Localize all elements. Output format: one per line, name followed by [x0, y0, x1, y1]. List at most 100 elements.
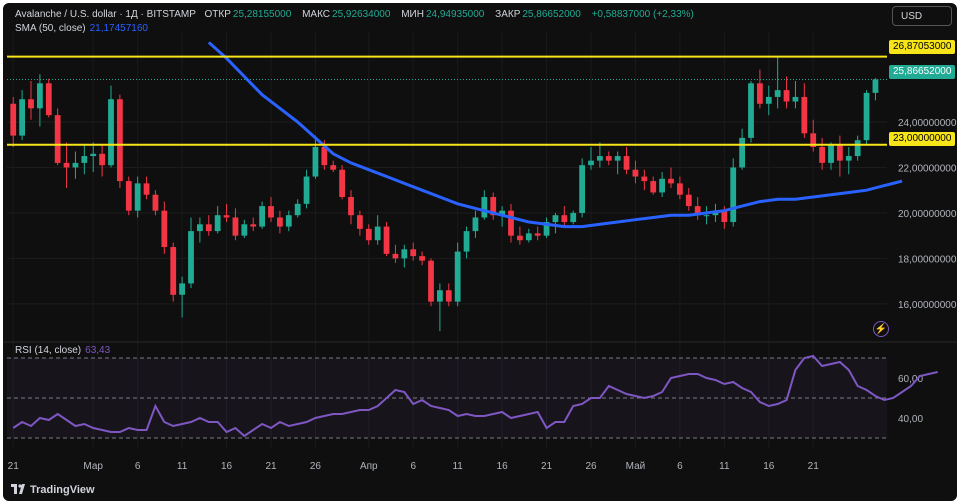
currency-button[interactable]: USD: [892, 6, 952, 26]
time-axis-tick: 11: [452, 461, 463, 472]
candle-up: [259, 206, 265, 227]
rsi-axis-tick: 60,00: [898, 374, 923, 385]
candle-down: [321, 146, 328, 166]
candle-up: [614, 156, 621, 161]
candle-down: [694, 206, 701, 216]
candle-down: [250, 224, 257, 227]
time-axis-tick: 11: [719, 461, 730, 472]
candle-up: [241, 224, 248, 236]
time-axis-tick: Апр: [360, 461, 378, 472]
candle-up: [134, 183, 141, 211]
candle-up: [401, 249, 408, 259]
candle-up: [312, 146, 319, 177]
tradingview-mark-icon: [11, 484, 25, 494]
candle-down: [605, 156, 612, 161]
candle-down: [143, 183, 150, 195]
candle-down: [508, 210, 514, 236]
high-label: МАКС: [302, 9, 331, 20]
sma-legend[interactable]: SMA (50, close) 21,17457160: [15, 23, 148, 34]
low-label: МИН: [401, 9, 424, 20]
rsi-legend[interactable]: RSI (14, close) 63,43: [15, 345, 110, 356]
candle-down: [641, 176, 648, 182]
candle-up: [285, 215, 292, 227]
candle-up: [481, 197, 488, 218]
last-price-tag: 25,86652000: [889, 65, 956, 79]
candle-down: [10, 103, 17, 136]
candle-down: [623, 156, 630, 170]
candle-down: [277, 217, 283, 227]
time-axis-tick: 21: [541, 461, 553, 472]
candle-up: [765, 96, 772, 104]
candle-up: [552, 215, 559, 223]
time-axis-tick: 21: [265, 461, 277, 472]
candle-up: [828, 144, 834, 163]
candle-up: [19, 99, 25, 136]
candle-down: [99, 153, 105, 166]
candle-up: [792, 96, 799, 102]
candle-up: [37, 83, 43, 109]
rsi-band: [7, 358, 887, 438]
candle-up: [872, 79, 879, 93]
candle-down: [837, 144, 843, 161]
time-axis-tick: Мар: [83, 461, 103, 472]
candle-down: [650, 181, 657, 193]
ohlc-header: Avalanche / U.S. dollar · 1Д · BITSTAMP …: [15, 9, 702, 20]
chart-panel[interactable]: 16,00000000 18,00000000 20,00000000 22,0000…: [3, 3, 957, 501]
chart-canvas[interactable]: 16,00000000 18,00000000 20,00000000 22,0000…: [3, 3, 957, 501]
candle-up: [579, 165, 585, 213]
candle-up: [748, 83, 754, 138]
level-low-price-tag: 23,00000000: [889, 132, 956, 146]
candle-down: [161, 210, 168, 248]
close-value: 25,86652000: [522, 9, 581, 20]
lightning-icon[interactable]: ⚡: [873, 321, 889, 337]
candle-down: [348, 197, 354, 216]
candle-up: [72, 162, 79, 168]
candle-down: [54, 115, 61, 163]
candle-down: [668, 178, 674, 184]
price-axis-tick: 24,00000000: [898, 118, 957, 129]
candle-down: [801, 96, 808, 134]
candle-down: [45, 83, 52, 116]
candle-up: [499, 210, 505, 216]
candle-down: [561, 215, 568, 223]
candle-down: [685, 194, 692, 207]
candle-down: [490, 197, 497, 216]
candle-up: [197, 224, 203, 232]
candle-down: [170, 247, 177, 295]
candle-up: [472, 217, 479, 232]
tradingview-logo[interactable]: TradingView: [11, 484, 95, 496]
sma-value: 21,17457160: [89, 23, 148, 34]
candle-up: [374, 226, 381, 241]
rsi-value: 63,43: [85, 345, 111, 356]
candle-up: [108, 99, 114, 166]
candle-down: [410, 249, 417, 257]
candle-up: [188, 231, 194, 284]
candle-down: [783, 90, 790, 102]
open-label: ОТКР: [204, 9, 231, 20]
candle-down: [392, 253, 399, 259]
candle-down: [232, 217, 239, 236]
price-axis-tick: 16,00000000: [898, 300, 957, 311]
time-axis-tick: 21: [8, 461, 20, 472]
candle-down: [819, 146, 825, 163]
candle-down: [721, 210, 728, 223]
candle-down: [534, 233, 541, 236]
symbol-title[interactable]: Avalanche / U.S. dollar · 1Д · BITSTAMP: [15, 9, 196, 20]
candle-up: [863, 92, 870, 141]
candle-up: [845, 156, 852, 161]
candle-down: [810, 133, 817, 147]
candle-up: [854, 140, 861, 157]
candle-up: [303, 176, 310, 204]
time-axis-tick: 6: [410, 461, 416, 472]
candle-up: [730, 167, 737, 223]
candle-up: [179, 283, 185, 295]
sma-label: SMA (50, close): [15, 23, 86, 34]
candle-up: [570, 212, 577, 223]
candle-down: [125, 181, 132, 211]
candle-up: [463, 231, 470, 252]
candle-down: [330, 165, 337, 170]
high-value: 25,92634000: [332, 9, 391, 20]
candle-down: [205, 224, 212, 232]
time-axis-tick: Май: [626, 461, 646, 472]
